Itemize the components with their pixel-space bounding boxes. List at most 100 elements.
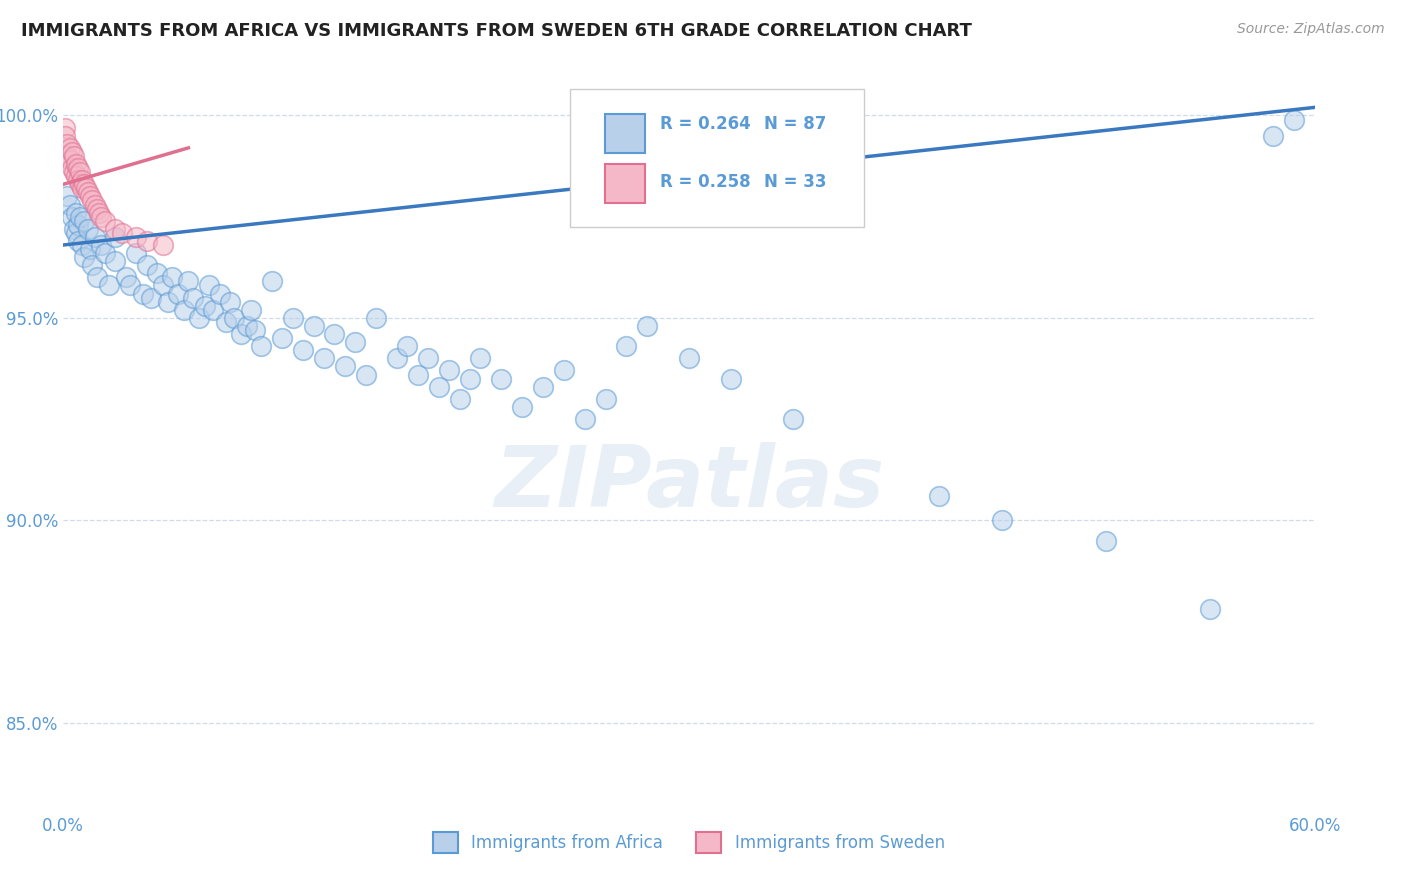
Text: N = 87: N = 87	[763, 115, 827, 133]
Point	[152, 238, 174, 252]
Point	[104, 254, 127, 268]
Point	[66, 173, 89, 187]
Point	[344, 335, 367, 350]
Point	[56, 136, 79, 151]
Point	[139, 291, 162, 305]
Point	[194, 299, 217, 313]
Point	[94, 213, 117, 227]
Point	[219, 294, 242, 309]
Point	[131, 286, 153, 301]
Point	[77, 222, 100, 236]
Point	[1095, 533, 1118, 548]
Point	[437, 363, 460, 377]
Point	[271, 331, 294, 345]
Point	[65, 157, 87, 171]
Text: R = 0.258: R = 0.258	[661, 173, 751, 192]
Point	[333, 359, 356, 374]
Legend: Immigrants from Africa, Immigrants from Sweden: Immigrants from Africa, Immigrants from …	[426, 826, 952, 859]
Point	[60, 210, 83, 224]
Point	[83, 230, 105, 244]
Point	[553, 363, 575, 377]
Point	[636, 318, 658, 333]
Point	[83, 197, 105, 211]
Point	[152, 278, 174, 293]
Point	[177, 275, 200, 289]
Point	[146, 266, 169, 280]
Point	[260, 275, 283, 289]
Point	[56, 189, 79, 203]
Point	[69, 165, 91, 179]
Point	[224, 310, 246, 325]
Point	[60, 145, 83, 159]
Point	[82, 194, 104, 208]
Point	[187, 310, 209, 325]
Point	[406, 368, 429, 382]
Point	[928, 489, 950, 503]
Text: Source: ZipAtlas.com: Source: ZipAtlas.com	[1237, 22, 1385, 37]
Point	[510, 400, 533, 414]
Point	[118, 278, 141, 293]
Point	[73, 213, 96, 227]
Point	[366, 310, 388, 325]
Point	[173, 302, 195, 317]
Point	[491, 371, 513, 385]
Point	[396, 339, 419, 353]
Point	[281, 310, 304, 325]
Point	[1199, 602, 1222, 616]
Point	[70, 181, 93, 195]
Point	[229, 327, 252, 342]
Point	[135, 234, 157, 248]
Point	[66, 161, 89, 175]
Point	[62, 165, 84, 179]
Text: R = 0.264: R = 0.264	[661, 115, 751, 133]
Point	[243, 323, 266, 337]
Point	[69, 178, 91, 192]
Point	[449, 392, 471, 406]
Point	[69, 210, 91, 224]
Point	[75, 181, 97, 195]
Point	[115, 270, 138, 285]
Point	[66, 218, 89, 232]
Point	[302, 318, 325, 333]
Point	[79, 242, 101, 256]
Point	[90, 210, 112, 224]
Point	[720, 371, 742, 385]
Point	[156, 294, 179, 309]
Point	[70, 238, 93, 252]
Point	[470, 351, 492, 366]
Point	[73, 250, 96, 264]
Point	[98, 278, 121, 293]
Point	[198, 278, 221, 293]
Point	[104, 222, 127, 236]
Point	[125, 230, 148, 244]
Point	[86, 270, 108, 285]
FancyBboxPatch shape	[569, 89, 865, 227]
Point	[62, 149, 84, 163]
Point	[239, 302, 263, 317]
Point	[531, 380, 554, 394]
Point	[236, 318, 259, 333]
Point	[208, 286, 231, 301]
Point	[111, 226, 134, 240]
Point	[73, 178, 96, 192]
Point	[90, 238, 112, 252]
Point	[135, 258, 157, 272]
Point	[125, 246, 148, 260]
Point	[354, 368, 377, 382]
Point	[202, 302, 225, 317]
Point	[678, 351, 700, 366]
Point	[323, 327, 346, 342]
Point	[595, 392, 617, 406]
Point	[56, 149, 79, 163]
Point	[991, 513, 1014, 527]
Point	[1282, 112, 1305, 127]
Bar	[605, 114, 645, 153]
Point	[65, 226, 87, 240]
Point	[94, 246, 117, 260]
Point	[87, 205, 110, 219]
Point	[65, 205, 87, 219]
Point	[385, 351, 408, 366]
Point	[66, 234, 89, 248]
Point	[427, 380, 450, 394]
Point	[1261, 128, 1284, 143]
